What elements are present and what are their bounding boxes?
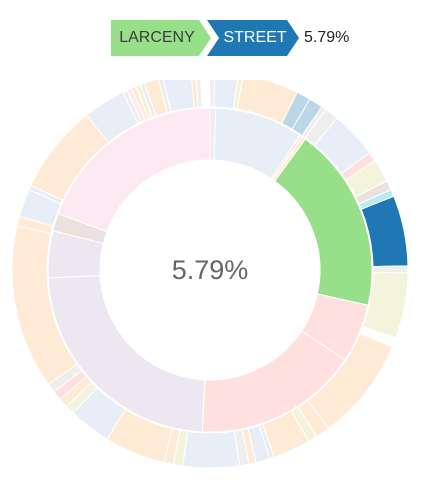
breadcrumb-item-label: STREET [223,29,287,46]
sunburst-chart [11,80,409,469]
breadcrumb-percentage: 5.79% [304,29,350,46]
sunburst-outer-arc[interactable] [182,430,241,469]
breadcrumb-trail: LARCENY STREET 5.79% [111,20,371,56]
breadcrumb-chevron-shape [207,20,299,56]
sunburst-outer-arc[interactable] [200,80,211,108]
breadcrumb-item-street[interactable]: STREET [207,20,299,56]
sunburst-inner-arc[interactable] [57,107,211,233]
breadcrumb-chevron-shape [111,20,211,56]
sunburst-outer-arc[interactable] [372,265,409,274]
breadcrumb-item-larceny[interactable]: LARCENY [111,20,211,56]
explanation-percentage: 5.79% [171,255,249,285]
breadcrumb-item-label: LARCENY [119,29,195,46]
